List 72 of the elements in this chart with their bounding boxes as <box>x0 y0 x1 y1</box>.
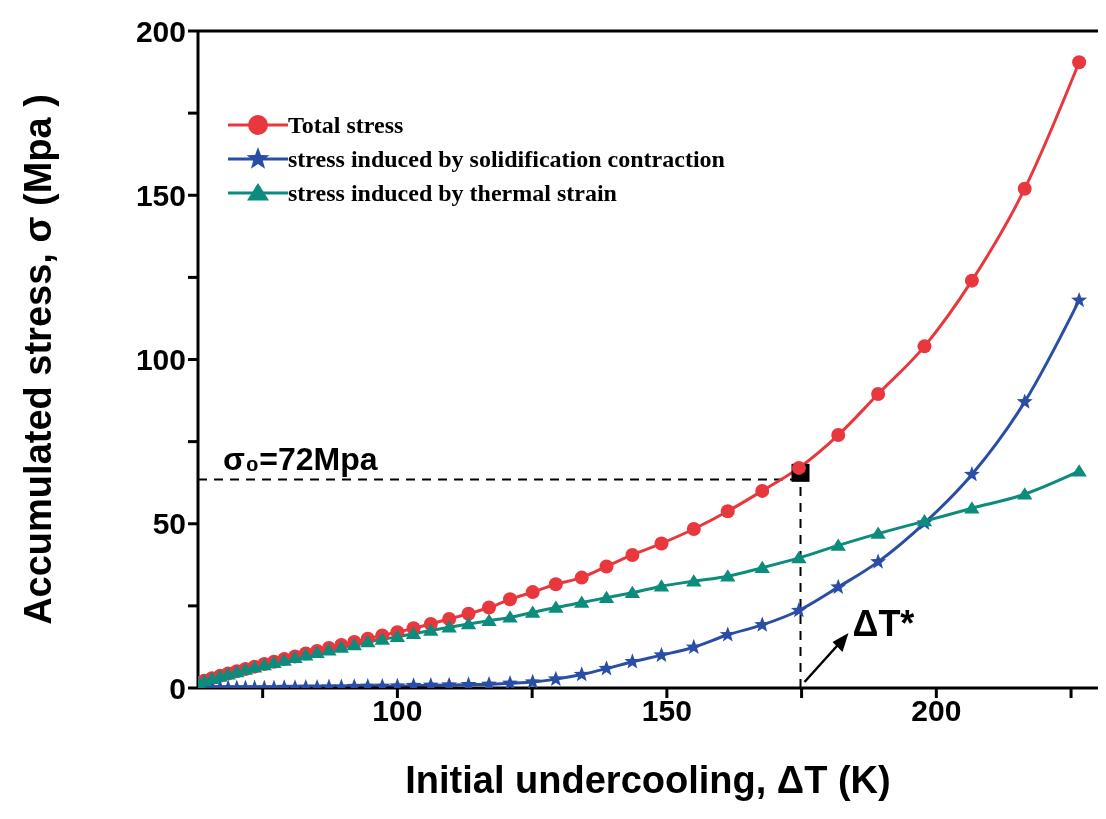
x-axis-title: Initial undercooling, ΔT (K) <box>405 759 891 801</box>
point <box>573 666 590 682</box>
point <box>720 504 735 519</box>
point <box>831 428 846 443</box>
point <box>624 585 641 598</box>
y-tick-label: 200 <box>135 14 186 48</box>
point <box>461 606 476 621</box>
point <box>374 632 391 645</box>
point <box>653 579 670 592</box>
y-tick-label: 50 <box>152 507 186 541</box>
point <box>871 386 886 401</box>
y-tick-label: 100 <box>135 343 186 377</box>
point <box>1016 393 1033 409</box>
point <box>625 547 640 562</box>
point <box>598 590 615 603</box>
point <box>405 626 422 640</box>
point <box>525 585 540 600</box>
x-tick-label: 100 <box>372 694 423 728</box>
point <box>754 560 770 574</box>
point <box>963 466 980 482</box>
point <box>524 673 541 688</box>
y-tick-label: 150 <box>135 178 186 212</box>
point <box>719 626 736 642</box>
y-tick-label: 0 <box>169 671 186 705</box>
point <box>917 339 932 354</box>
point <box>524 605 541 618</box>
point <box>503 592 518 607</box>
point <box>790 602 807 618</box>
point <box>870 553 887 569</box>
point <box>481 613 497 626</box>
point <box>1017 487 1033 500</box>
point <box>598 660 615 676</box>
legend-label: stress induced by thermal strain <box>288 179 617 207</box>
annotation: σ₀=72Mpa <box>223 441 378 477</box>
point <box>423 623 439 636</box>
point <box>547 670 564 686</box>
point <box>964 501 980 514</box>
point <box>502 610 518 623</box>
legend-label: stress induced by solidification contraction <box>288 145 725 173</box>
point <box>502 675 519 688</box>
point <box>548 577 563 592</box>
point <box>441 620 457 633</box>
point <box>791 550 807 564</box>
annotation: ΔT* <box>852 603 915 644</box>
legend-label: Total stress <box>288 111 404 139</box>
point <box>964 273 979 288</box>
x-tick-label: 150 <box>641 694 692 728</box>
point <box>482 600 497 615</box>
point <box>360 635 376 648</box>
point <box>574 570 589 585</box>
point <box>791 460 806 475</box>
point <box>548 600 564 613</box>
point <box>870 526 886 539</box>
x-tick-label: 200 <box>911 694 962 728</box>
point <box>1072 55 1087 70</box>
point <box>653 646 670 662</box>
point <box>574 595 590 608</box>
point <box>1017 181 1032 196</box>
point <box>755 483 770 498</box>
point <box>460 616 477 630</box>
point <box>830 538 846 551</box>
point <box>720 569 736 582</box>
point <box>686 574 702 587</box>
point <box>1071 291 1088 308</box>
point <box>830 578 847 594</box>
point <box>599 559 614 574</box>
y-axis-title: Accumulated stress, σ (Mpa ) <box>17 94 60 625</box>
point <box>686 522 701 537</box>
point <box>654 536 669 551</box>
point <box>685 638 702 655</box>
point <box>1071 464 1087 477</box>
point <box>389 629 406 642</box>
